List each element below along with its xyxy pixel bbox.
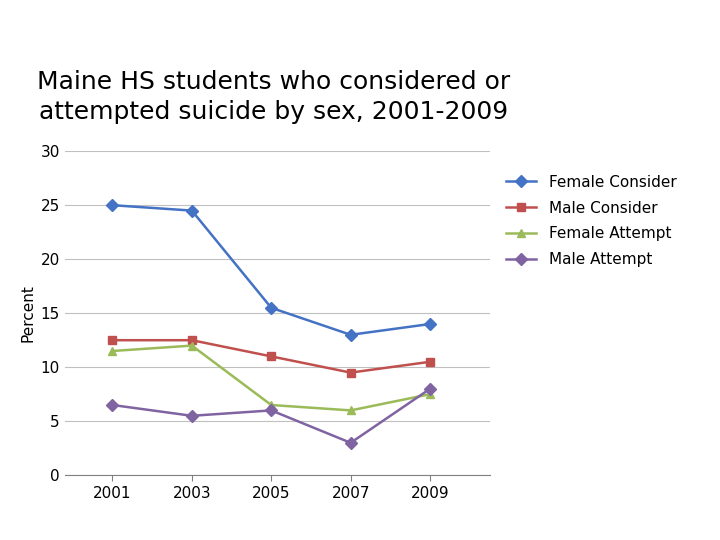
Male Consider (346, 369, 355, 376)
Female Attempt (426, 391, 434, 397)
Male Attempt (426, 386, 434, 392)
Female Consider (108, 202, 117, 208)
Female Consider (187, 207, 196, 214)
Text: Maine HS students who considered or
attempted suicide by sex, 2001-2009: Maine HS students who considered or atte… (37, 70, 510, 124)
Female Consider (267, 305, 276, 311)
Female Attempt (346, 407, 355, 414)
Male Consider (267, 353, 276, 360)
Line: Female Attempt: Female Attempt (108, 341, 434, 415)
Female Consider (426, 321, 434, 327)
Male Attempt (108, 402, 117, 408)
Y-axis label: Percent: Percent (20, 284, 35, 342)
Female Attempt (108, 348, 117, 354)
Male Attempt (267, 407, 276, 414)
Male Consider (187, 337, 196, 343)
Male Attempt (346, 440, 355, 446)
Legend: Female Consider, Male Consider, Female Attempt, Male Attempt: Female Consider, Male Consider, Female A… (505, 175, 676, 267)
Female Attempt (267, 402, 276, 408)
Line: Male Consider: Male Consider (108, 336, 434, 377)
Male Consider (108, 337, 117, 343)
Male Consider (426, 359, 434, 365)
Female Attempt (187, 342, 196, 349)
Female Consider (346, 332, 355, 338)
Male Attempt (187, 413, 196, 419)
Line: Male Attempt: Male Attempt (108, 384, 434, 447)
Line: Female Consider: Female Consider (108, 201, 434, 339)
